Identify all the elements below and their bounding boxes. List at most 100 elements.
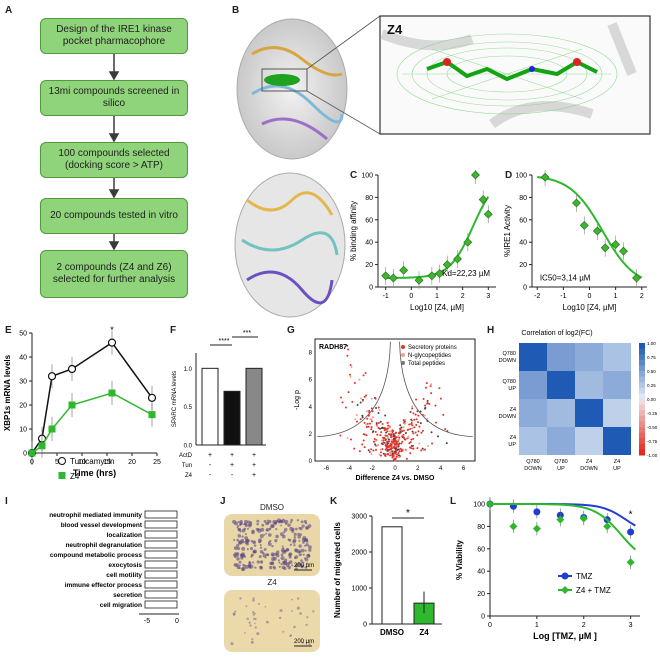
- data-point: [384, 442, 387, 445]
- x-axis-label: Log10 [Z4, µM]: [563, 303, 617, 312]
- migrated-cell: [266, 620, 269, 624]
- data-point: [377, 412, 380, 415]
- heatmap-cell: [547, 399, 575, 427]
- migrated-cell: [281, 545, 284, 548]
- condition-sign: +: [230, 452, 234, 459]
- x-tick-label: -2: [369, 466, 375, 472]
- legend-marker: [401, 345, 405, 349]
- migrated-cell: [241, 546, 246, 551]
- data-point: [483, 209, 493, 219]
- bar: [381, 526, 403, 625]
- data-point: [386, 442, 389, 445]
- migrated-cell: [252, 561, 255, 564]
- migrated-cell: [297, 532, 300, 536]
- bar: [144, 600, 178, 609]
- migrated-cell: [272, 519, 277, 525]
- x-tick-label: 1: [614, 293, 618, 300]
- y-tick-label: 60: [365, 217, 373, 224]
- data-point: [387, 424, 390, 427]
- data-point: [400, 442, 403, 445]
- data-point: [397, 454, 400, 457]
- fit-curve: [489, 503, 637, 551]
- data-point: [363, 421, 366, 424]
- row-label-sub: UP: [508, 442, 516, 448]
- migrated-cell: [236, 526, 239, 529]
- migrated-cell: [258, 538, 263, 543]
- chart-g: -6 -4 -2 0 2 4 6 0 2 4 6 8 Difference Z4 vs. DMSO -Lo…: [294, 338, 476, 482]
- migrated-cell: [264, 605, 267, 608]
- data-point: [375, 448, 378, 451]
- data-point: [394, 450, 397, 453]
- migrated-cell: [296, 606, 300, 610]
- migrated-cell: [250, 553, 254, 557]
- migrated-cell: [303, 519, 307, 524]
- chart-i: neutrophil mediated immunity blood vessel…: [49, 510, 179, 625]
- migrated-cell: [237, 528, 241, 532]
- panel-letter-l: L: [450, 496, 457, 507]
- migrated-cell: [277, 559, 280, 562]
- condition-label: ActD: [179, 453, 193, 459]
- heatmap-cell: [575, 399, 603, 427]
- data-point: [384, 448, 387, 451]
- data-point: [442, 260, 452, 270]
- col-label-sub: DOWN: [580, 466, 597, 472]
- migrated-cell: [256, 519, 260, 523]
- data-point: [407, 428, 410, 431]
- y-tick-label: 1000: [351, 586, 367, 593]
- migrated-cell: [261, 523, 265, 527]
- data-point: [346, 344, 349, 347]
- migrated-cell: [259, 543, 262, 547]
- col-label-sub: UP: [557, 466, 565, 472]
- migrated-cell: [271, 557, 276, 562]
- data-point: [415, 398, 418, 401]
- colorbar-segment: [639, 343, 645, 350]
- micrograph-label-z4: Z4: [267, 578, 277, 587]
- migrated-cell: [237, 521, 240, 524]
- data-point: [444, 428, 447, 431]
- data-point: [417, 430, 420, 433]
- data-point: [572, 198, 581, 208]
- migrated-cell: [260, 561, 263, 564]
- data-point: [388, 445, 391, 448]
- migrated-cell: [244, 555, 247, 558]
- data-point: [346, 354, 349, 357]
- data-point: [412, 437, 415, 440]
- data-point: [442, 413, 445, 416]
- data-point: [420, 449, 423, 452]
- chart-e: 051015202501020304050Time (hrs)XBP1s mRN…: [3, 325, 161, 481]
- legend-marker: [58, 472, 66, 479]
- bar: [144, 510, 178, 519]
- data-point: [419, 410, 422, 413]
- legend-label: Z4 + TMZ: [576, 586, 611, 595]
- migrated-cell: [294, 564, 297, 567]
- flow-step-5: 2 compounds (Z4 and Z6) selected for fur…: [40, 250, 188, 298]
- data-point: [367, 425, 370, 428]
- migrated-cell: [287, 565, 291, 570]
- colorbar-segment: [639, 438, 645, 445]
- migrated-cell: [251, 638, 254, 641]
- data-point: [603, 522, 612, 531]
- migrated-cell: [259, 549, 264, 554]
- migrated-cell: [289, 526, 294, 531]
- data-point: [370, 407, 373, 410]
- data-point: [341, 401, 344, 404]
- migrated-cell: [289, 634, 293, 638]
- category-label: DMSO: [380, 628, 404, 637]
- kd-annotation: Kd=22,23 µM: [442, 269, 490, 278]
- data-point: [412, 447, 415, 450]
- data-point: [375, 422, 378, 425]
- y-tick-label: 20: [365, 262, 373, 269]
- x-tick-label: -6: [324, 466, 330, 472]
- legend-marker: [401, 361, 405, 365]
- data-point: [392, 458, 395, 461]
- legend-label: Total peptides: [408, 361, 445, 367]
- legend-marker: [561, 572, 569, 580]
- data-point: [351, 400, 354, 403]
- data-point: [395, 436, 398, 439]
- migrated-cell: [238, 566, 241, 570]
- x-tick-label: 2: [582, 622, 586, 629]
- migrated-cell: [308, 548, 312, 552]
- x-tick-label: 5: [55, 459, 59, 466]
- data-point: [38, 442, 46, 450]
